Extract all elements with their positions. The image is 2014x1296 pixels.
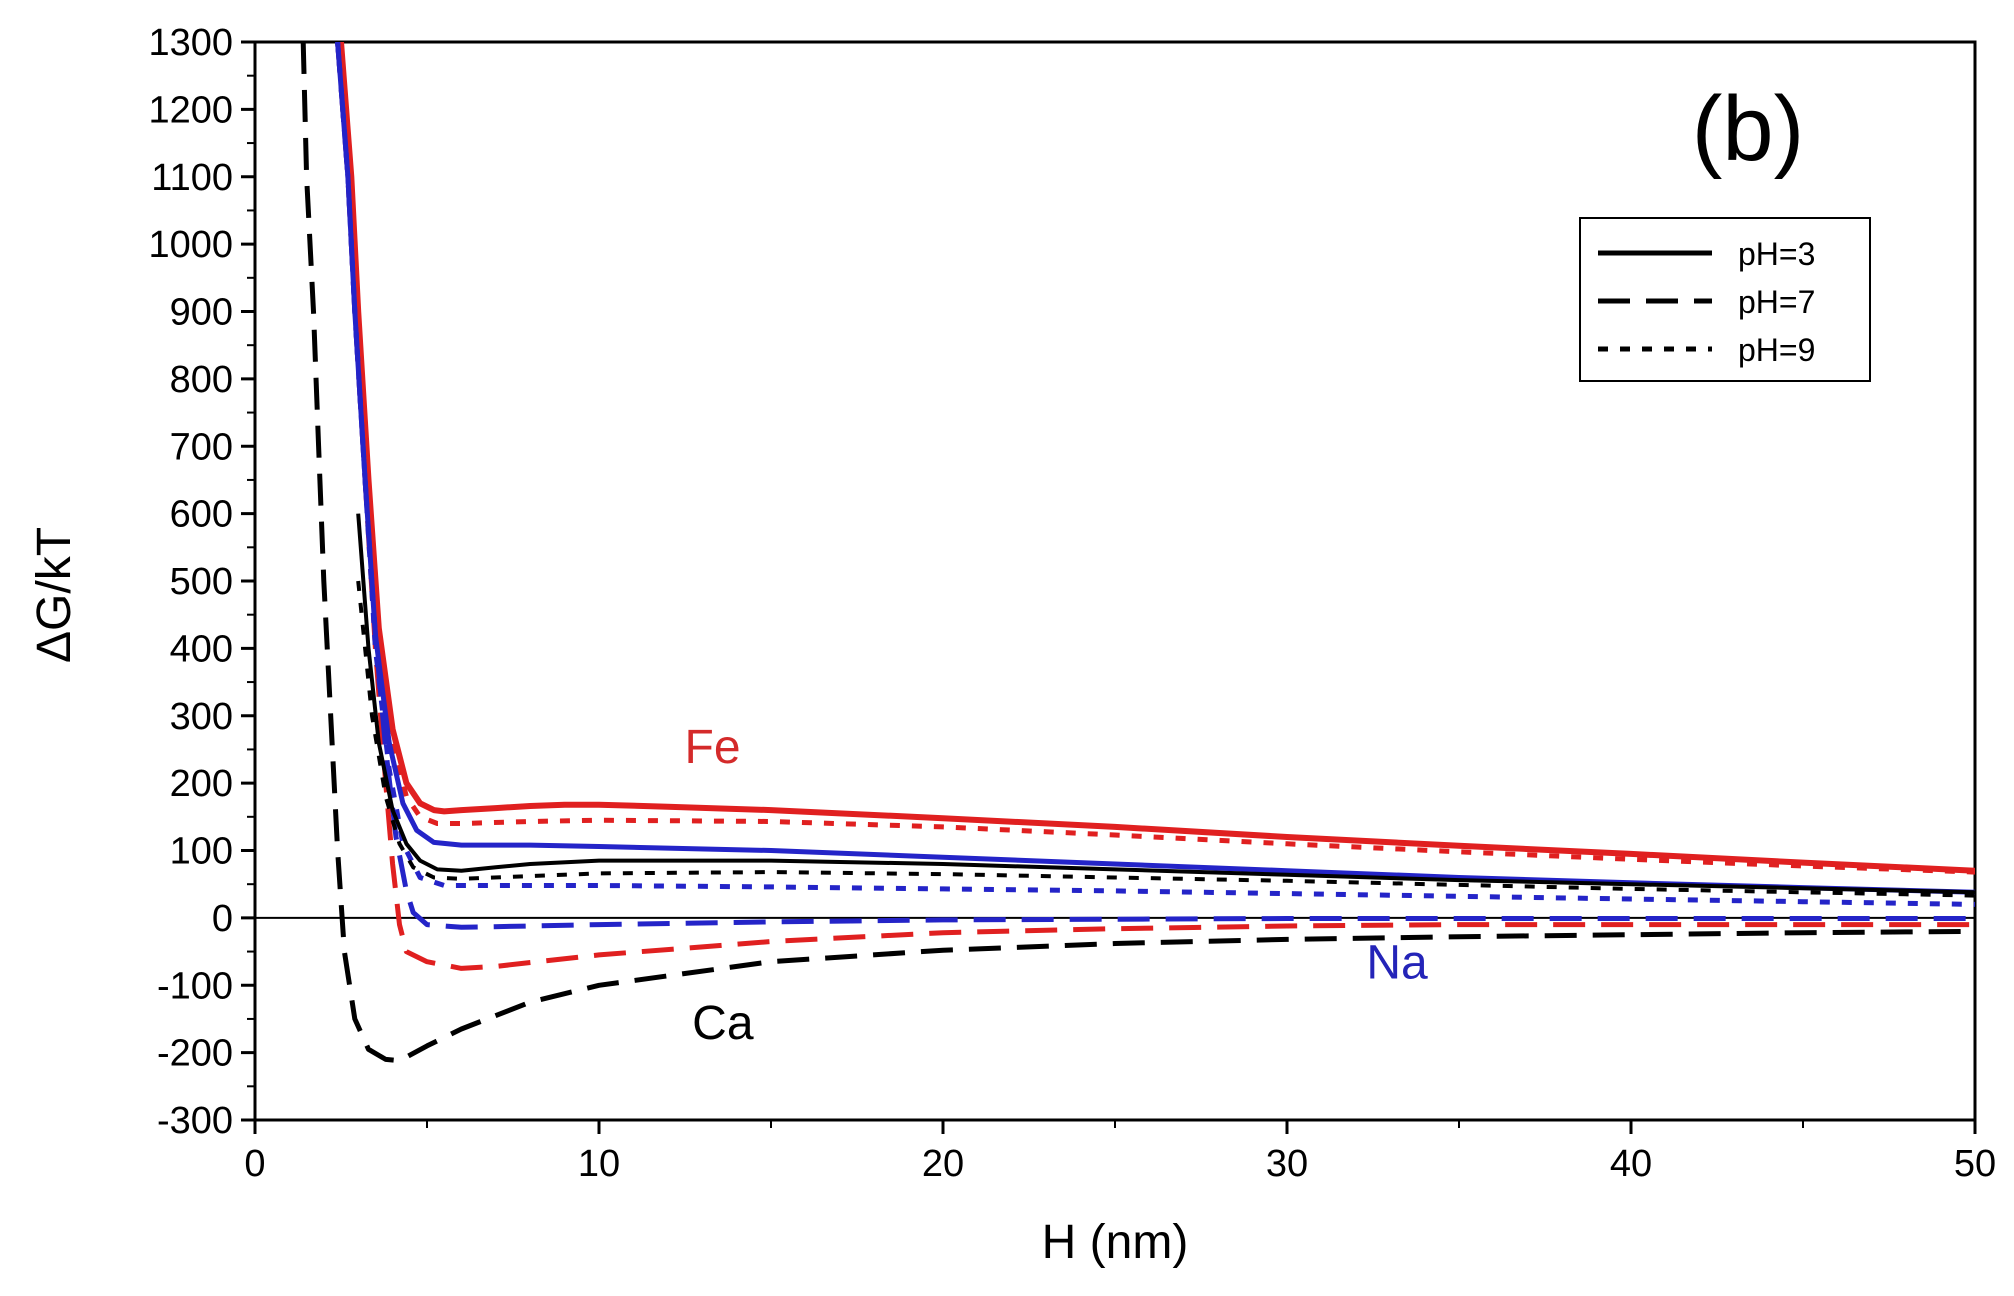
series-line-fe-dotted (338, 42, 1975, 875)
y-tick-label: 100 (170, 831, 233, 873)
legend-label: pH=9 (1738, 332, 1815, 368)
legend: pH=3 pH=7 pH=9 (1579, 217, 1871, 382)
y-tick-label: 0 (212, 898, 233, 940)
y-tick-label: 300 (170, 696, 233, 738)
y-tick-label: 800 (170, 359, 233, 401)
legend-label: pH=7 (1738, 284, 1815, 320)
panel-label: (b) (1692, 78, 1804, 180)
annotation-fe: Fe (685, 721, 741, 774)
series-line-fe-solid (338, 42, 1975, 874)
plot-frame (253, 40, 1977, 1122)
series-line-ca-dashed (300, 42, 1975, 1064)
annotation-ca: Ca (692, 997, 754, 1050)
x-tick-label: 0 (244, 1143, 265, 1185)
y-tick-label: 1200 (148, 89, 233, 131)
annotation-na: Na (1366, 937, 1428, 990)
y-tick-label: 400 (170, 628, 233, 670)
y-tick-label: 700 (170, 426, 233, 468)
x-tick-label: 30 (1266, 1143, 1308, 1185)
series-line-ca-solid (356, 513, 1975, 895)
x-tick-label: 10 (578, 1143, 620, 1185)
y-tick-label: 500 (170, 561, 233, 603)
y-tick-label: 1300 (148, 22, 233, 64)
y-tick-label: 1000 (148, 224, 233, 266)
y-tick-label: -100 (157, 965, 233, 1007)
y-tick-label: 200 (170, 763, 233, 805)
legend-label: pH=3 (1738, 236, 1815, 272)
y-tick-label: 600 (170, 494, 233, 536)
x-axis-title: H (nm) (1042, 1216, 1189, 1269)
y-tick-label: -200 (157, 1033, 233, 1075)
x-tick-label: 50 (1954, 1143, 1996, 1185)
x-tick-label: 20 (922, 1143, 964, 1185)
y-tick-label: 900 (170, 292, 233, 334)
x-tick-label: 40 (1610, 1143, 1652, 1185)
y-axis-title: ΔG/kT (28, 527, 81, 663)
series-line-ca-dotted (356, 580, 1975, 898)
y-tick-label: 1100 (151, 157, 233, 199)
y-tick-label: -300 (157, 1100, 233, 1142)
